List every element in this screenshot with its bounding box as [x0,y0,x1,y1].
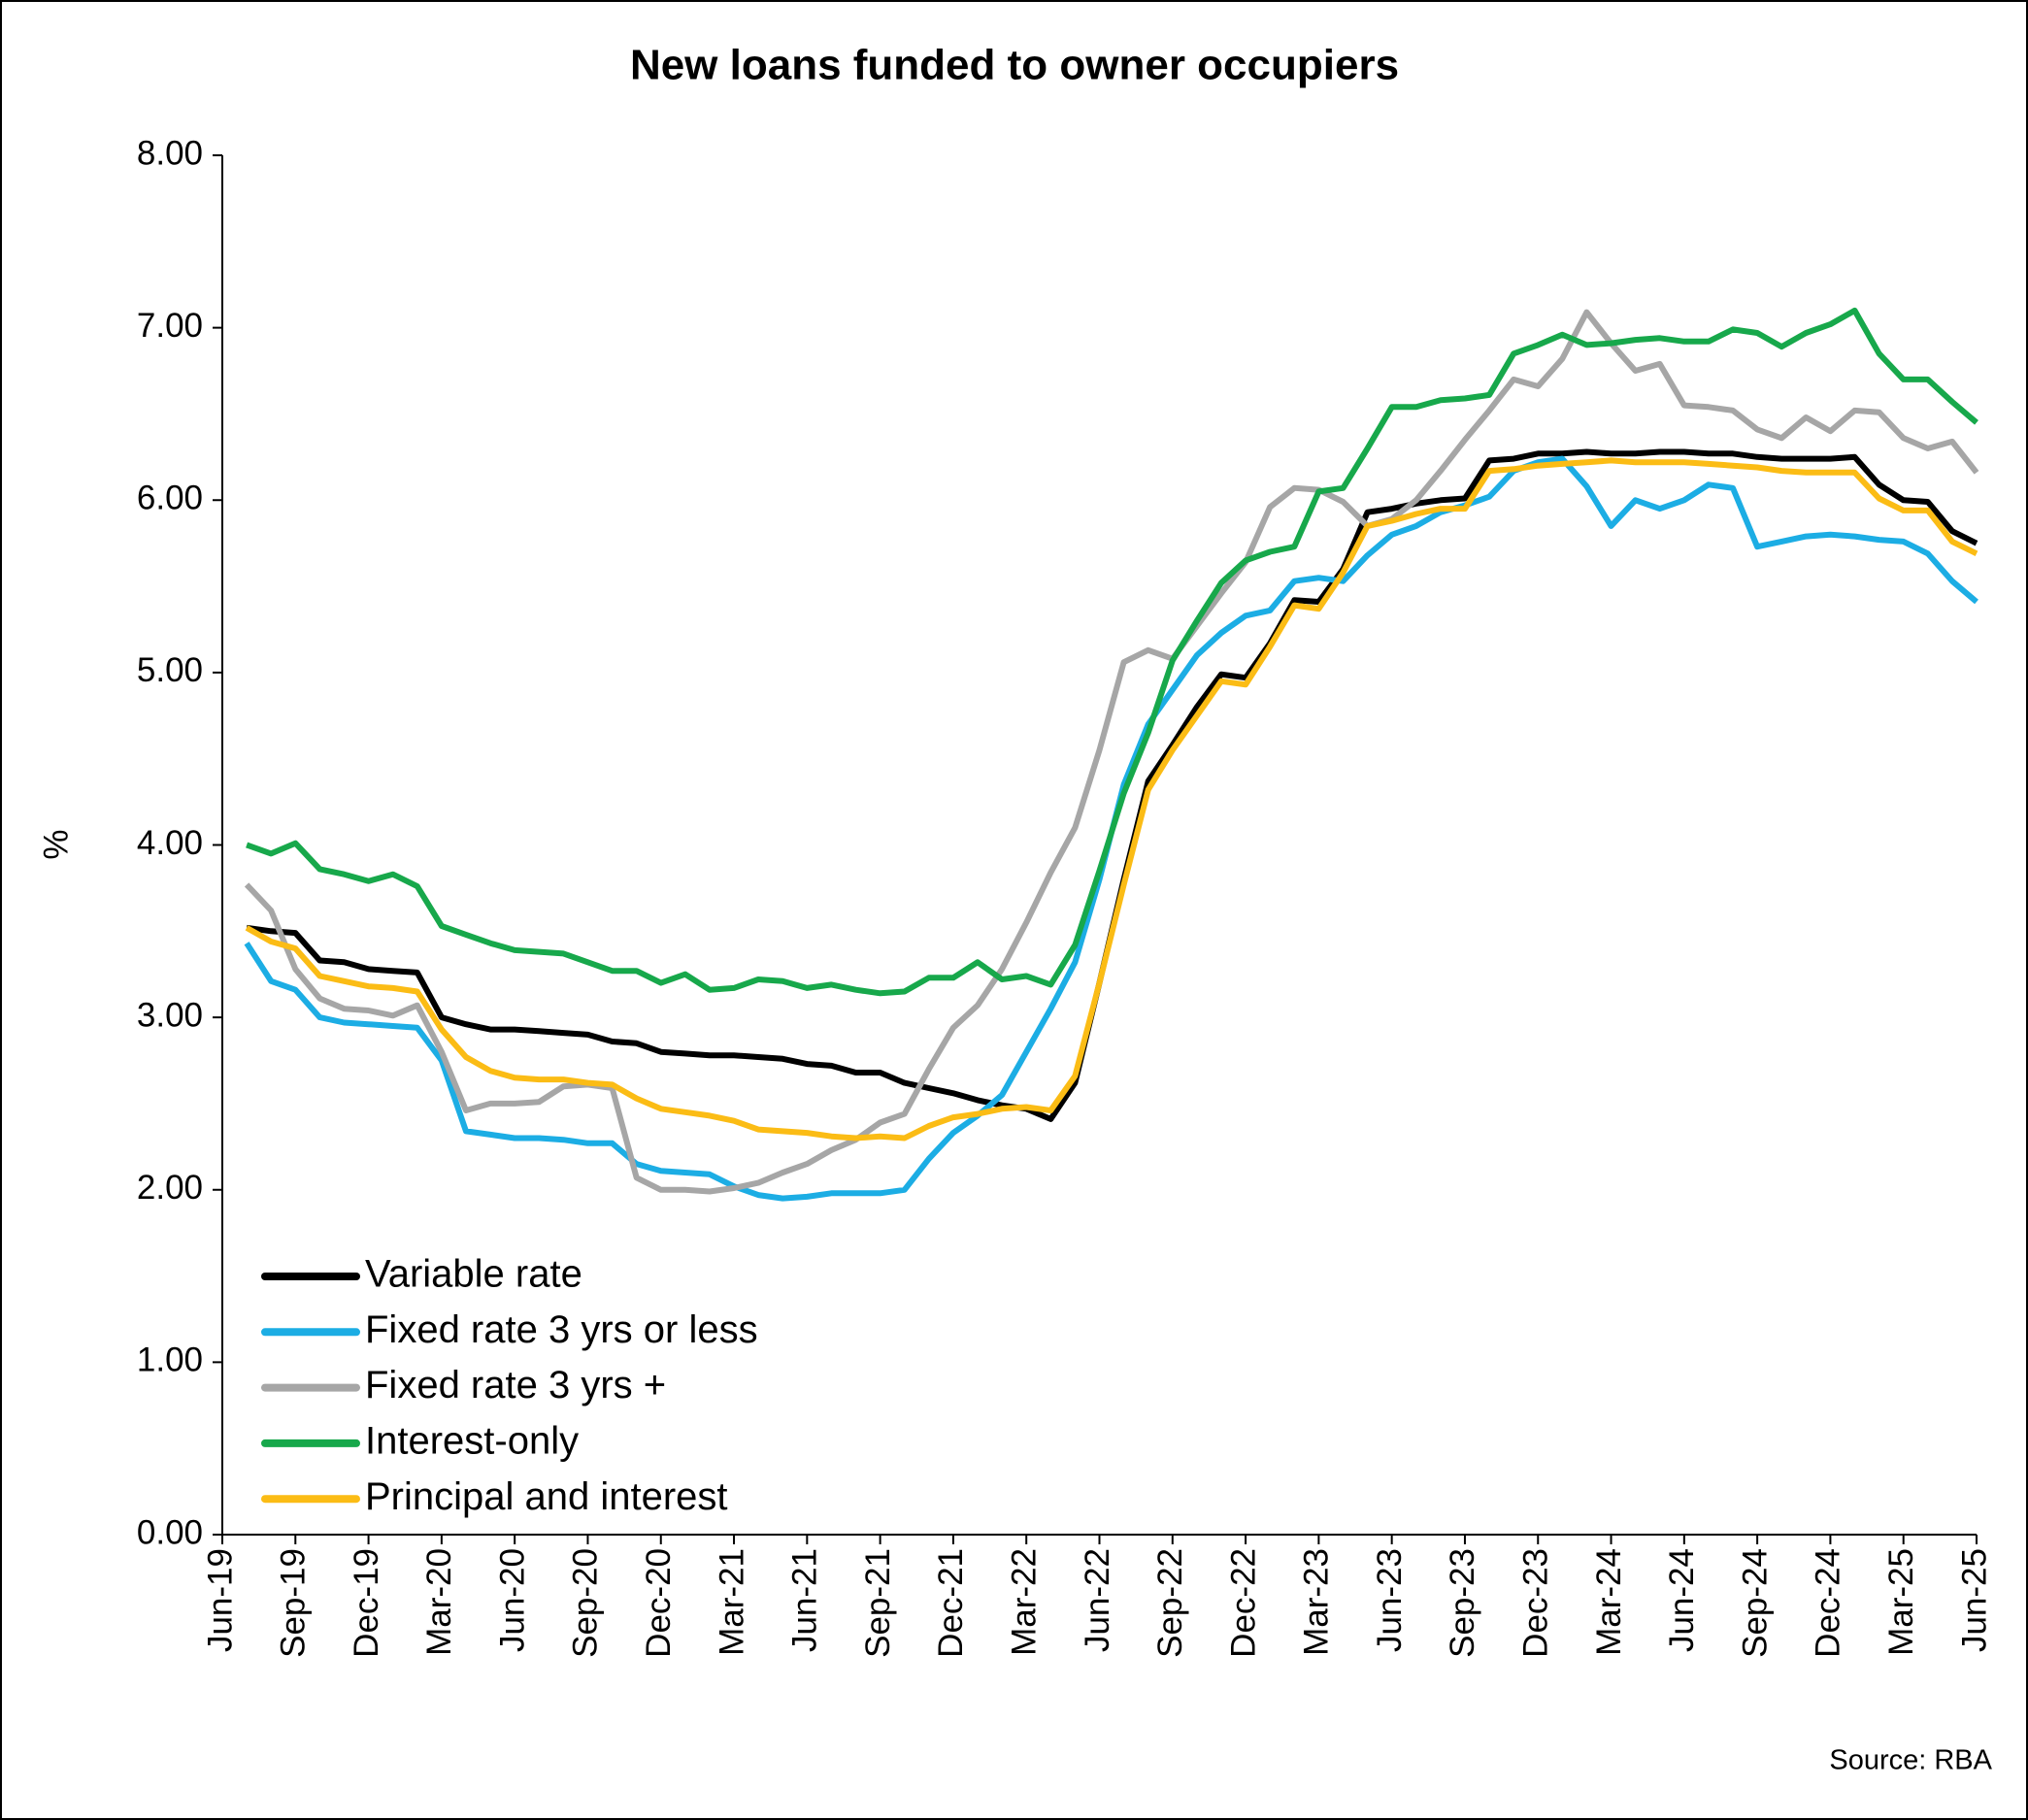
x-tick-label: Sep-23 [1444,1548,1481,1658]
x-tick-label: Dec-21 [932,1548,970,1658]
y-tick-label: 4.00 [137,824,203,862]
x-tick-label: Mar-25 [1882,1548,1920,1656]
x-tick-label: Dec-24 [1810,1548,1847,1658]
x-tick-label: Sep-20 [567,1548,605,1658]
x-tick-label: Sep-22 [1151,1548,1189,1658]
x-tick-label: Dec-22 [1224,1548,1262,1658]
x-tick-label: Sep-21 [859,1548,897,1658]
x-tick-label: Jun-20 [493,1548,531,1652]
y-tick-label: 3.00 [137,996,203,1034]
source: Source: RBA [1829,1745,1992,1776]
x-tick-label: Jun-21 [786,1548,824,1652]
series-line [244,309,1979,1195]
x-tick-label: Jun-22 [1079,1548,1116,1652]
y-tick-label: 5.00 [137,651,203,689]
x-tick-label: Jun-19 [201,1548,239,1652]
y-tick-label: 8.00 [137,134,203,172]
chart-title: New loans funded to owner occupiers [630,42,1399,89]
series-line [246,307,1978,997]
legend-label: Variable rate [365,1253,582,1296]
x-tick-label: Mar-23 [1298,1548,1336,1656]
series-line [245,457,1978,1142]
legend-label: Fixed rate 3 yrs + [365,1364,666,1406]
x-tick-label: Jun-25 [1955,1548,1993,1652]
x-tick-label: Mar-21 [713,1548,750,1656]
x-tick-label: Mar-20 [420,1548,458,1656]
x-tick-label: Sep-19 [275,1548,313,1658]
x-tick-label: Sep-24 [1736,1548,1774,1658]
x-tick-label: Dec-19 [348,1548,385,1658]
y-tick-label: 0.00 [137,1513,203,1551]
y-tick-label: 7.00 [137,307,203,345]
x-tick-label: Mar-22 [1005,1548,1043,1656]
y-tick-label: 6.00 [137,480,203,517]
legend-label: Principal and interest [365,1475,728,1518]
x-tick-label: Jun-24 [1663,1548,1701,1652]
legend-label: Fixed rate 3 yrs or less [365,1308,758,1351]
x-tick-label: Dec-23 [1517,1548,1555,1658]
y-tick-label: 2.00 [137,1169,203,1207]
x-tick-label: Mar-24 [1590,1548,1628,1656]
legend-label: Interest-only [365,1419,579,1462]
y-axis-label: % [37,829,75,859]
x-tick-label: Dec-20 [640,1548,678,1658]
y-tick-label: 1.00 [137,1341,203,1379]
x-tick-label: Jun-23 [1371,1548,1409,1652]
